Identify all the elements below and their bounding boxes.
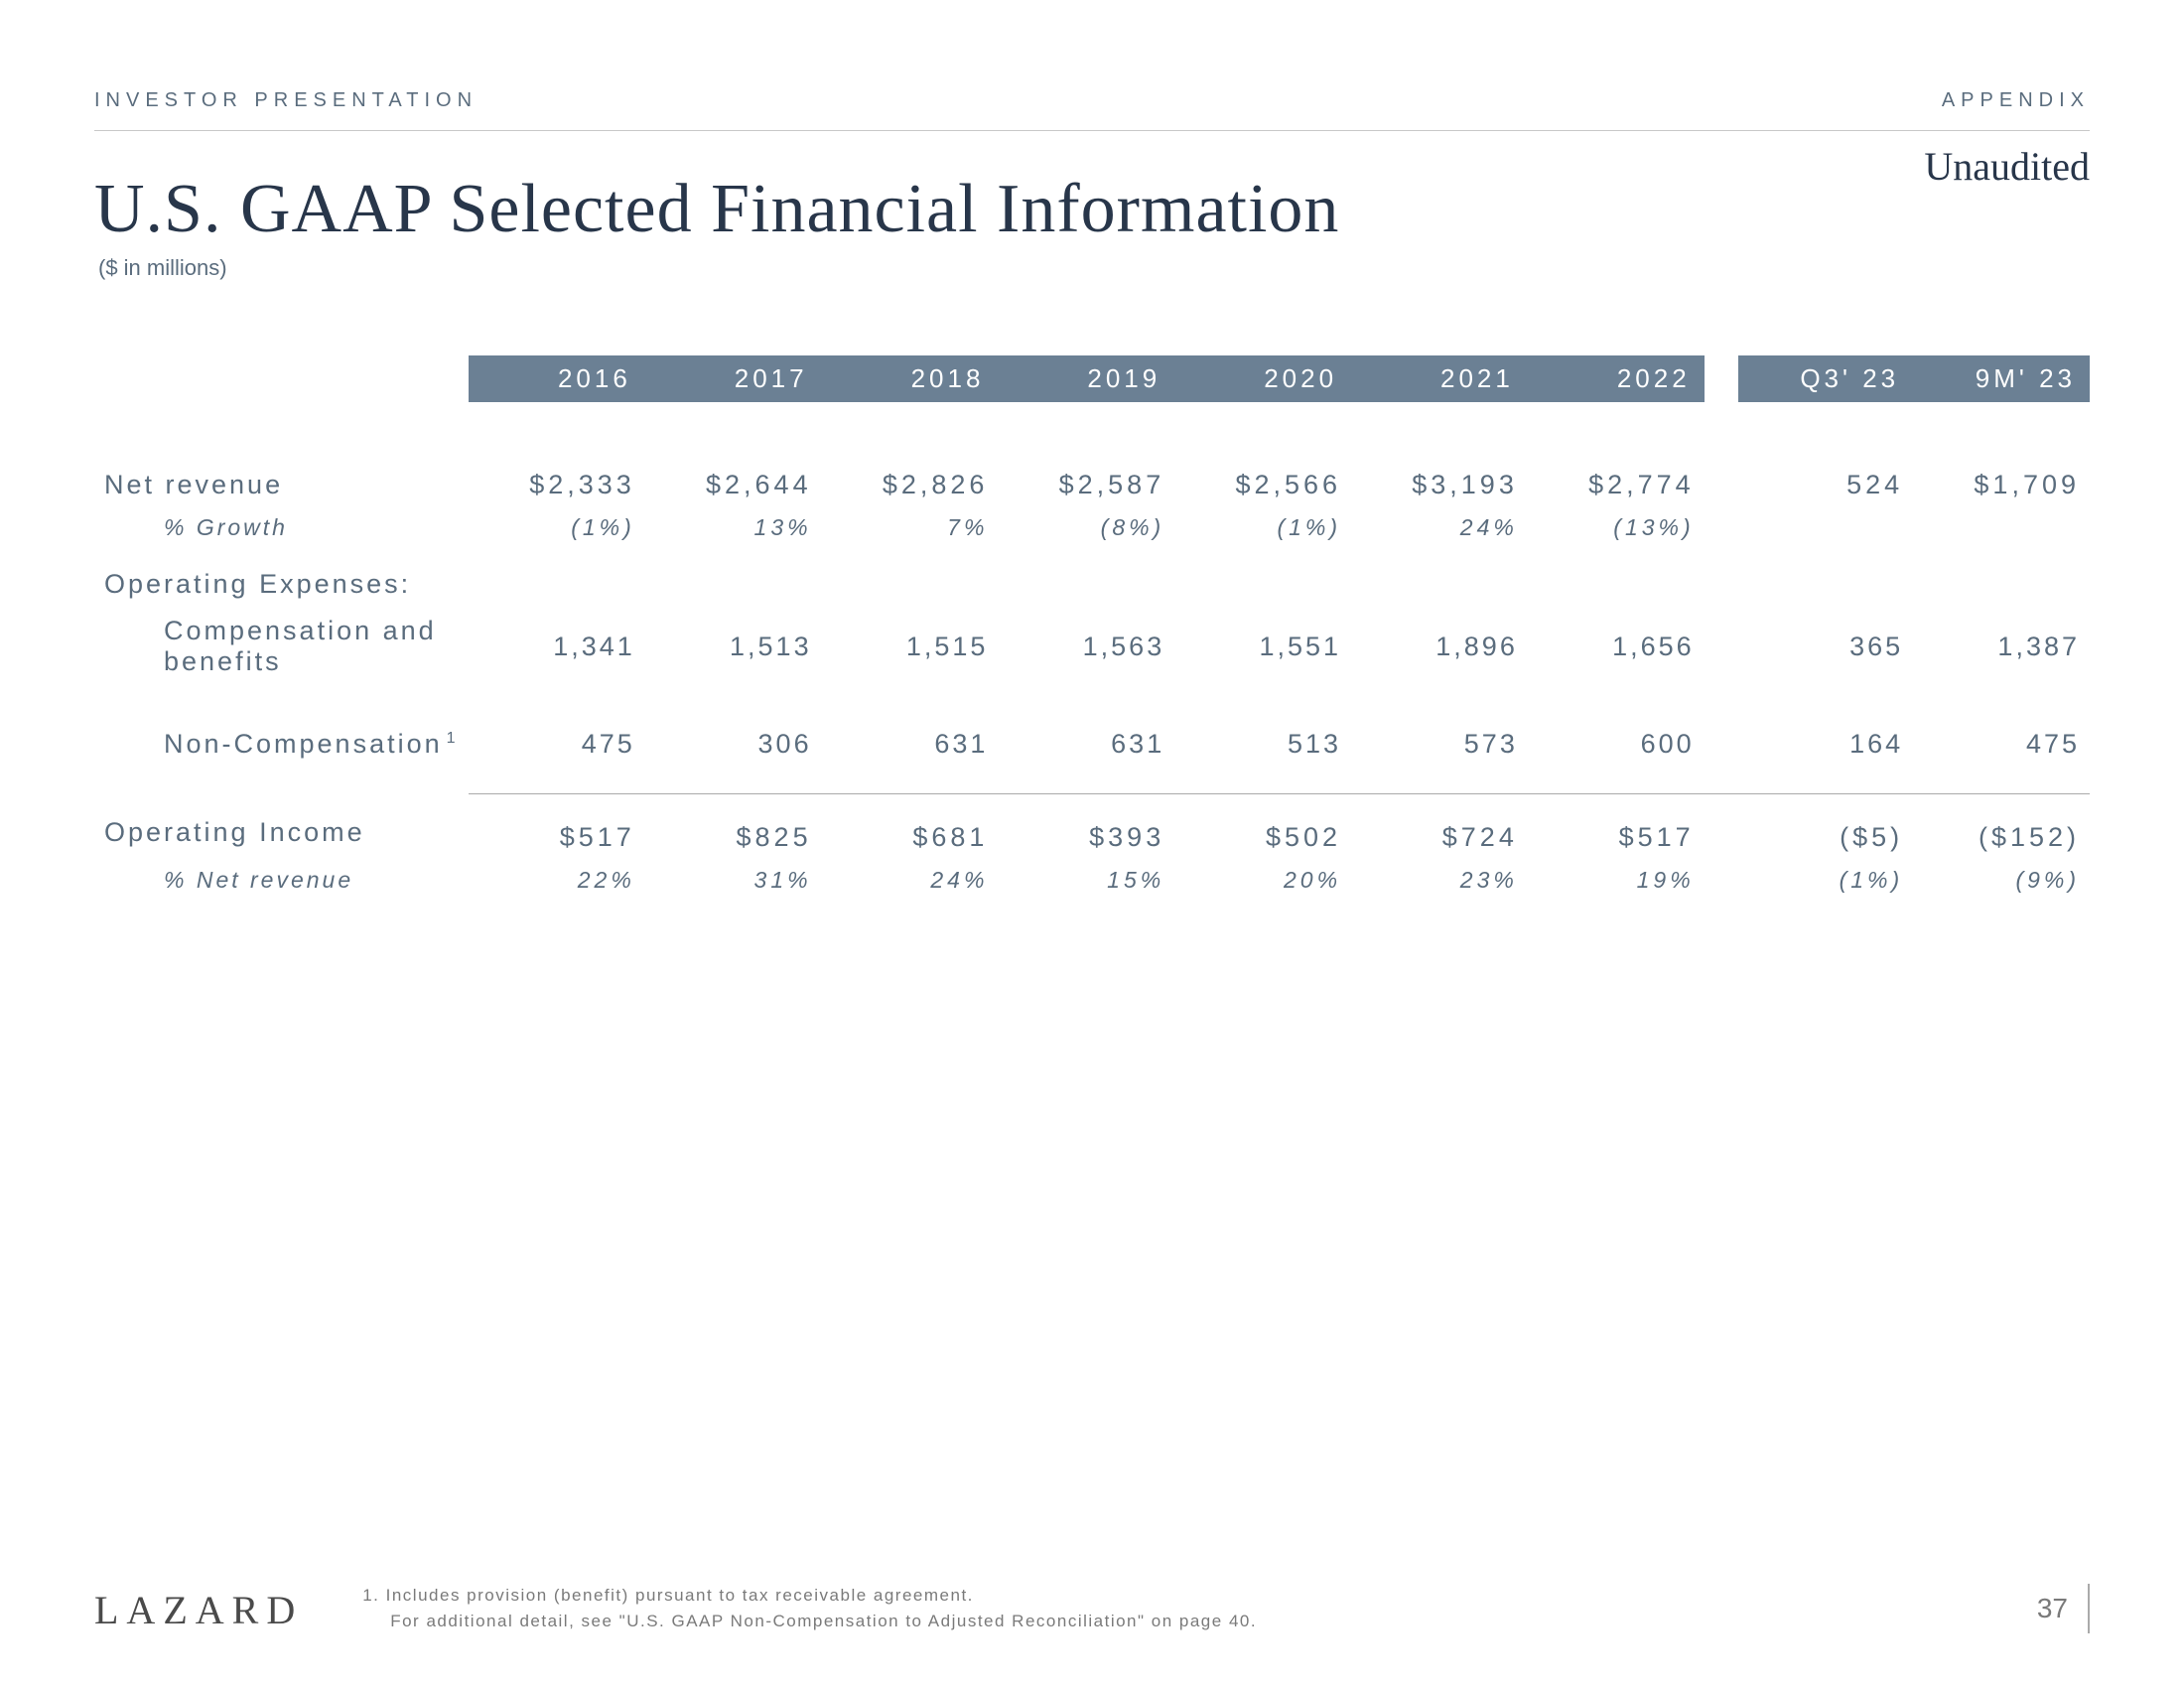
footnotes: 1. Includes provision (benefit) pursuant… xyxy=(362,1583,2007,1633)
cell: 524 xyxy=(1738,442,1913,508)
cell: ($5) xyxy=(1738,793,1913,861)
col-header: 9M' 23 xyxy=(1913,355,2090,402)
cell: $517 xyxy=(469,793,645,861)
row-label: % Net revenue xyxy=(94,861,469,904)
page-header: INVESTOR PRESENTATION APPENDIX xyxy=(94,89,2090,131)
cell: 1,563 xyxy=(998,600,1174,693)
col-header: 2017 xyxy=(645,355,822,402)
row-label: % Growth xyxy=(94,508,469,551)
cell: 1,515 xyxy=(822,600,999,693)
cell: 573 xyxy=(1351,713,1528,775)
cell: 31% xyxy=(645,861,822,904)
footer: LAZARD 1. Includes provision (benefit) p… xyxy=(94,1583,2090,1633)
cell: (13%) xyxy=(1528,508,1705,551)
page-title: U.S. GAAP Selected Financial Information xyxy=(94,170,2090,249)
cell: (8%) xyxy=(998,508,1174,551)
cell: 24% xyxy=(1351,508,1528,551)
cell: 164 xyxy=(1738,713,1913,775)
cell: $1,709 xyxy=(1913,442,2090,508)
cell: 19% xyxy=(1528,861,1705,904)
row-pct-net-revenue: % Net revenue 22% 31% 24% 15% 20% 23% 19… xyxy=(94,861,2090,904)
cell: (1%) xyxy=(1174,508,1351,551)
cell: $393 xyxy=(998,793,1174,861)
row-label: Operating Expenses: xyxy=(94,551,469,600)
header-right: APPENDIX xyxy=(1942,89,2090,112)
cell: $517 xyxy=(1528,793,1705,861)
row-net-revenue: Net revenue $2,333 $2,644 $2,826 $2,587 … xyxy=(94,442,2090,508)
footnote-2: For additional detail, see "U.S. GAAP No… xyxy=(362,1609,2007,1634)
cell: 631 xyxy=(822,713,999,775)
cell: $825 xyxy=(645,793,822,861)
cell: 20% xyxy=(1174,861,1351,904)
cell: 365 xyxy=(1738,600,1913,693)
cell: 475 xyxy=(469,713,645,775)
cell: 23% xyxy=(1351,861,1528,904)
row-non-compensation: Non-Compensation1 475 306 631 631 513 57… xyxy=(94,713,2090,775)
cell: 600 xyxy=(1528,713,1705,775)
cell: 1,341 xyxy=(469,600,645,693)
cell: (1%) xyxy=(1738,861,1913,904)
cell: $2,774 xyxy=(1528,442,1705,508)
cell: 1,551 xyxy=(1174,600,1351,693)
cell: 1,387 xyxy=(1913,600,2090,693)
row-operating-income: Operating Income $517 $825 $681 $393 $50… xyxy=(94,793,2090,861)
table-header-row: 2016 2017 2018 2019 2020 2021 2022 Q3' 2… xyxy=(94,355,2090,402)
footnote-1: 1. Includes provision (benefit) pursuant… xyxy=(362,1583,2007,1609)
header-left: INVESTOR PRESENTATION xyxy=(94,89,478,112)
col-header: 2016 xyxy=(469,355,645,402)
cell: $724 xyxy=(1351,793,1528,861)
cell: 1,656 xyxy=(1528,600,1705,693)
cell: 13% xyxy=(645,508,822,551)
cell: 24% xyxy=(822,861,999,904)
cell xyxy=(1913,508,2090,551)
col-header: Q3' 23 xyxy=(1738,355,1913,402)
cell: 22% xyxy=(469,861,645,904)
row-label: Compensation and benefits xyxy=(94,600,469,693)
cell: $2,566 xyxy=(1174,442,1351,508)
cell: 513 xyxy=(1174,713,1351,775)
page-number: 37 xyxy=(2007,1584,2090,1633)
cell: 7% xyxy=(822,508,999,551)
cell: 631 xyxy=(998,713,1174,775)
logo: LAZARD xyxy=(94,1587,303,1633)
cell xyxy=(1738,508,1913,551)
cell: (9%) xyxy=(1913,861,2090,904)
cell: $2,333 xyxy=(469,442,645,508)
cell: $502 xyxy=(1174,793,1351,861)
cell: $3,193 xyxy=(1351,442,1528,508)
col-header: 2022 xyxy=(1528,355,1705,402)
cell: $681 xyxy=(822,793,999,861)
financial-table: 2016 2017 2018 2019 2020 2021 2022 Q3' 2… xyxy=(94,355,2090,904)
row-label: Operating Income xyxy=(94,793,469,861)
cell: $2,826 xyxy=(822,442,999,508)
col-header: 2021 xyxy=(1351,355,1528,402)
cell: 1,896 xyxy=(1351,600,1528,693)
subtitle: ($ in millions) xyxy=(98,255,2090,281)
row-growth: % Growth (1%) 13% 7% (8%) (1%) 24% (13%) xyxy=(94,508,2090,551)
cell: $2,644 xyxy=(645,442,822,508)
cell: 475 xyxy=(1913,713,2090,775)
row-label: Non-Compensation1 xyxy=(94,713,469,775)
cell: 15% xyxy=(998,861,1174,904)
cell: ($152) xyxy=(1913,793,2090,861)
cell: 306 xyxy=(645,713,822,775)
col-header: 2018 xyxy=(822,355,999,402)
cell: (1%) xyxy=(469,508,645,551)
row-label: Net revenue xyxy=(94,442,469,508)
cell: 1,513 xyxy=(645,600,822,693)
col-header: 2019 xyxy=(998,355,1174,402)
row-operating-expenses: Operating Expenses: xyxy=(94,551,2090,600)
col-header: 2020 xyxy=(1174,355,1351,402)
cell: $2,587 xyxy=(998,442,1174,508)
row-compensation: Compensation and benefits 1,341 1,513 1,… xyxy=(94,600,2090,693)
